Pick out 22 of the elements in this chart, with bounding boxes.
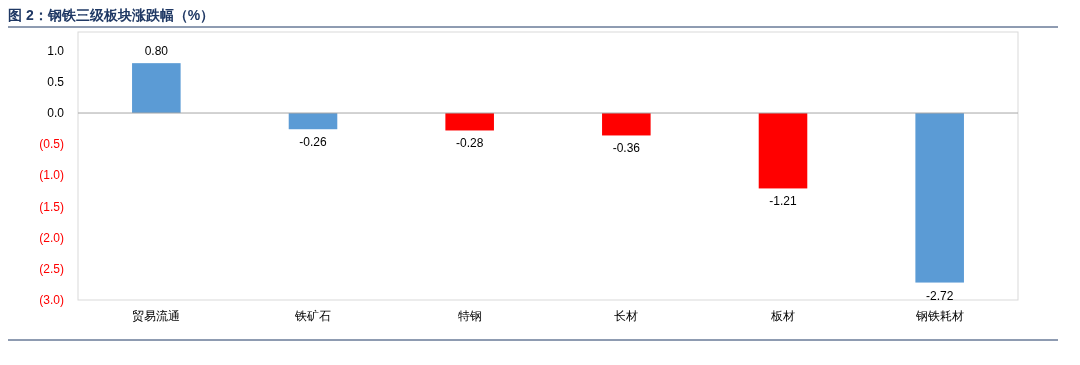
data-label: 0.80	[144, 44, 169, 59]
title: 图 2：钢铁三级板块涨跌幅（%）	[8, 7, 215, 23]
y-tick-label: 0.5	[47, 74, 65, 89]
data-label: -2.72	[925, 288, 954, 303]
x-tick-label: 贸易流通	[132, 309, 181, 323]
y-tick-label: (2.5)	[39, 261, 64, 276]
data-label: -1.21	[769, 194, 797, 209]
x-tick-label: 板材	[770, 309, 795, 323]
y-tick-label: (0.5)	[39, 137, 64, 152]
x-tick-label: 长材	[614, 309, 639, 323]
data-label: -0.26	[299, 135, 327, 150]
x-tick-label: 钢铁耗材	[914, 309, 964, 323]
y-tick-label: 0.0	[47, 106, 65, 121]
x-tick-label: 特钢	[457, 309, 482, 323]
y-tick-label: (1.0)	[39, 168, 64, 183]
y-tick-label: (2.0)	[39, 230, 64, 245]
data-label: -0.36	[612, 141, 641, 156]
y-tick-label: (3.0)	[39, 293, 64, 307]
y-tick-label: 1.0	[47, 43, 65, 58]
x-tick-label: 铁矿石	[294, 309, 331, 323]
y-tick-label: (1.5)	[39, 199, 64, 214]
data-label: -0.28	[455, 136, 484, 151]
